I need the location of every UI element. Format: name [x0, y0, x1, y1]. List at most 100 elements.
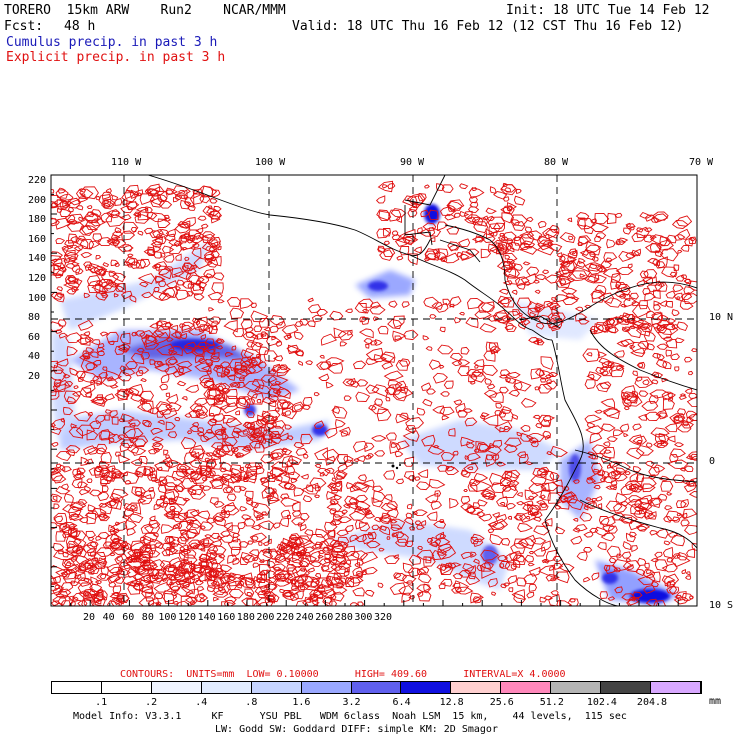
explicit-precip-cell — [83, 445, 97, 456]
explicit-precip-cell — [661, 563, 678, 573]
explicit-precip-cell — [223, 505, 240, 516]
explicit-precip-cell — [125, 580, 144, 587]
explicit-precip-cell — [87, 275, 102, 287]
explicit-precip-cell — [75, 188, 94, 200]
explicit-precip-cell — [181, 477, 198, 489]
explicit-precip-cell — [325, 575, 344, 587]
x-tick-label: 40 — [102, 612, 115, 623]
explicit-precip-cell — [131, 486, 143, 499]
explicit-precip-cell — [259, 569, 269, 575]
explicit-precip-cell — [238, 541, 249, 548]
explicit-precip-cell — [499, 563, 505, 569]
explicit-precip-cell — [154, 363, 170, 372]
explicit-precip-cell — [92, 597, 101, 604]
explicit-precip-cell — [122, 368, 136, 377]
explicit-precip-cell — [127, 555, 140, 563]
explicit-precip-cell — [433, 251, 447, 262]
explicit-precip-cell — [101, 377, 118, 387]
explicit-precip-cell — [466, 441, 475, 449]
contours-prefix: CONTOURS: — [120, 669, 175, 680]
explicit-precip-cell — [654, 551, 663, 559]
explicit-precip-cell — [275, 341, 283, 347]
explicit-precip-cell — [277, 573, 287, 582]
explicit-precip-cell — [114, 262, 120, 267]
explicit-precip-cell — [267, 374, 289, 387]
explicit-precip-cell — [491, 591, 497, 596]
explicit-precip-cell — [302, 494, 313, 502]
explicit-precip-cell — [375, 195, 386, 204]
explicit-precip-cell — [460, 251, 476, 261]
explicit-precip-cell — [327, 362, 344, 374]
explicit-precip-cell — [149, 230, 161, 239]
explicit-precip-cell — [544, 228, 559, 239]
explicit-precip-cell — [352, 587, 365, 597]
explicit-precip-cell — [394, 538, 409, 547]
explicit-precip-cell — [682, 479, 691, 485]
explicit-precip-cell — [422, 222, 437, 232]
explicit-precip-cell — [209, 539, 223, 547]
explicit-precip-cell — [176, 279, 185, 286]
explicit-precip-cell — [276, 543, 287, 550]
explicit-precip-cell — [467, 297, 485, 310]
explicit-precip-cell — [281, 590, 293, 597]
explicit-precip-cell — [594, 409, 603, 414]
explicit-precip-cell — [122, 471, 128, 477]
explicit-precip-cell — [541, 540, 551, 552]
explicit-precip-cell — [428, 541, 439, 548]
explicit-precip-cell — [623, 432, 629, 438]
explicit-precip-cell — [62, 199, 72, 208]
explicit-precip-cell — [584, 414, 603, 424]
explicit-precip-cell — [283, 482, 296, 491]
explicit-precip-cell — [307, 297, 314, 303]
explicit-precip-cell — [499, 501, 506, 507]
explicit-precip-cell — [87, 446, 99, 455]
explicit-precip-cell — [161, 590, 178, 603]
explicit-precip-cell — [599, 366, 608, 371]
explicit-precip-cell — [51, 388, 57, 397]
explicit-precip-cell — [639, 270, 649, 279]
explicit-precip-cell — [125, 361, 138, 370]
explicit-precip-cell — [242, 473, 257, 484]
explicit-precip-cell — [555, 275, 571, 288]
explicit-precip-cell — [91, 284, 104, 293]
explicit-precip-cell — [139, 258, 151, 269]
explicit-precip-cell — [572, 518, 579, 522]
explicit-precip-cell — [130, 226, 137, 232]
explicit-precip-cell — [357, 474, 367, 482]
explicit-precip-cell — [248, 549, 260, 558]
explicit-precip-cell — [387, 182, 396, 190]
explicit-precip-cell — [595, 382, 610, 393]
explicit-precip-cell — [128, 513, 144, 524]
explicit-precip-cell — [53, 512, 68, 525]
explicit-precip-cell — [190, 283, 205, 296]
lon-label-100w: 100 W — [255, 157, 286, 168]
explicit-precip-cell — [649, 235, 657, 239]
explicit-precip-cell — [129, 422, 136, 428]
explicit-precip-cell — [77, 481, 89, 489]
explicit-precip-cell — [408, 554, 422, 565]
explicit-precip-cell — [226, 575, 243, 587]
explicit-precip-cell — [172, 271, 192, 281]
explicit-precip-cell — [147, 473, 157, 481]
explicit-precip-cell — [176, 380, 187, 387]
explicit-precip-cell — [85, 347, 95, 354]
explicit-precip-cell — [646, 569, 652, 575]
explicit-precip-cell — [95, 254, 102, 260]
explicit-precip-cell — [517, 522, 534, 533]
explicit-precip-cell — [52, 595, 67, 605]
explicit-precip-cell — [213, 205, 222, 212]
explicit-precip-cell — [670, 554, 691, 568]
explicit-precip-cell — [503, 196, 510, 202]
explicit-precip-cell — [513, 381, 523, 391]
explicit-precip-cell — [335, 471, 347, 479]
explicit-precip-cell — [476, 511, 486, 518]
explicit-precip-cell — [366, 540, 381, 549]
explicit-precip-cell — [498, 408, 514, 422]
explicit-precip-cell — [678, 394, 687, 401]
explicit-precip-cell — [269, 550, 283, 561]
explicit-precip-cell — [679, 393, 687, 397]
explicit-precip-cell — [95, 394, 104, 401]
explicit-precip-cell — [532, 467, 549, 479]
explicit-precip-cell — [58, 332, 69, 339]
explicit-precip-cell — [232, 364, 249, 374]
